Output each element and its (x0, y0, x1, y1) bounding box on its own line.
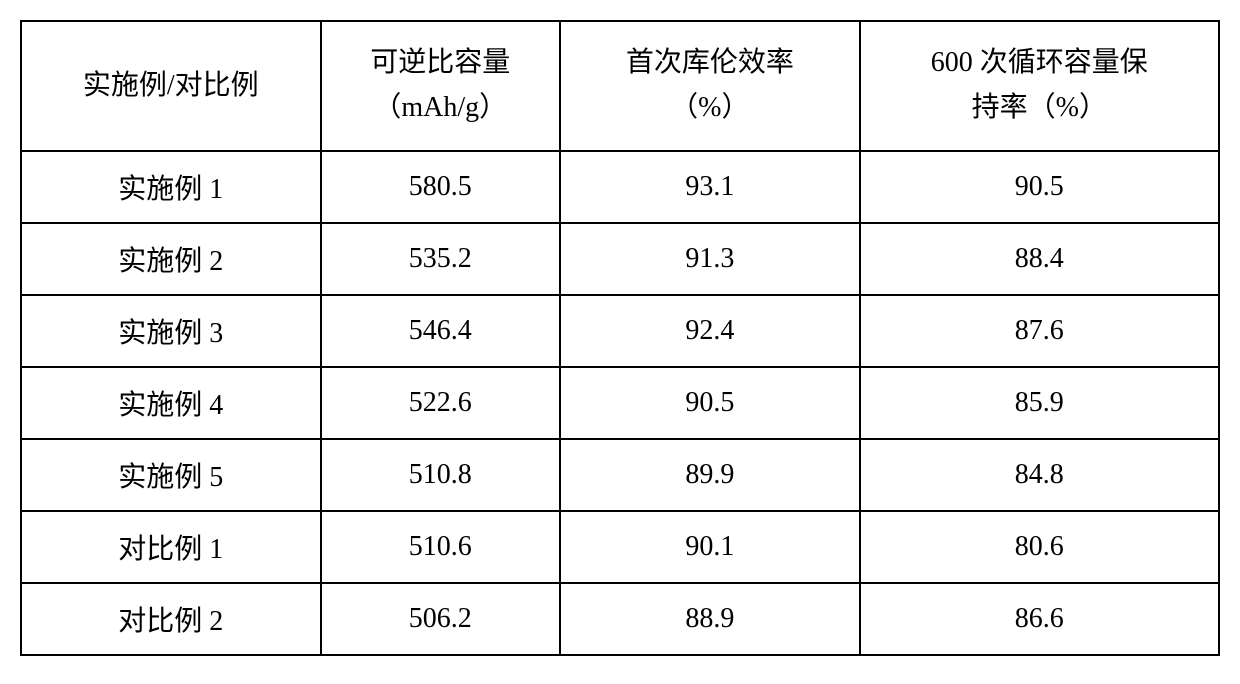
cell-capacity-value: 535.2 (321, 223, 561, 295)
table-body: 实施例 1 580.5 93.1 90.5 实施例 2 535.2 91.3 8… (21, 151, 1219, 655)
cell-capacity-value: 546.4 (321, 295, 561, 367)
header-row: 实施例/对比例 可逆比容量（mAh/g） 首次库伦效率（%） 600 次循环容量… (21, 21, 1219, 151)
cell-example-label: 实施例 4 (21, 367, 321, 439)
cell-capacity-value: 522.6 (321, 367, 561, 439)
cell-example-label: 实施例 1 (21, 151, 321, 223)
cell-retention-value: 87.6 (860, 295, 1219, 367)
cell-efficiency-value: 92.4 (560, 295, 860, 367)
cell-efficiency-value: 90.1 (560, 511, 860, 583)
header-cell-capacity: 可逆比容量（mAh/g） (321, 21, 561, 151)
cell-example-label: 对比例 1 (21, 511, 321, 583)
cell-efficiency-value: 89.9 (560, 439, 860, 511)
cell-capacity-value: 580.5 (321, 151, 561, 223)
cell-retention-value: 84.8 (860, 439, 1219, 511)
cell-efficiency-value: 90.5 (560, 367, 860, 439)
cell-example-label: 实施例 2 (21, 223, 321, 295)
data-table: 实施例/对比例 可逆比容量（mAh/g） 首次库伦效率（%） 600 次循环容量… (20, 20, 1220, 656)
cell-retention-value: 88.4 (860, 223, 1219, 295)
header-cell-efficiency: 首次库伦效率（%） (560, 21, 860, 151)
cell-efficiency-value: 91.3 (560, 223, 860, 295)
cell-retention-value: 86.6 (860, 583, 1219, 655)
cell-capacity-value: 510.6 (321, 511, 561, 583)
cell-efficiency-value: 93.1 (560, 151, 860, 223)
table-container: 实施例/对比例 可逆比容量（mAh/g） 首次库伦效率（%） 600 次循环容量… (20, 20, 1220, 656)
cell-retention-value: 85.9 (860, 367, 1219, 439)
table-row: 实施例 2 535.2 91.3 88.4 (21, 223, 1219, 295)
cell-example-label: 对比例 2 (21, 583, 321, 655)
table-row: 实施例 5 510.8 89.9 84.8 (21, 439, 1219, 511)
cell-efficiency-value: 88.9 (560, 583, 860, 655)
cell-retention-value: 90.5 (860, 151, 1219, 223)
table-row: 对比例 2 506.2 88.9 86.6 (21, 583, 1219, 655)
header-cell-retention: 600 次循环容量保持率（%） (860, 21, 1219, 151)
cell-retention-value: 80.6 (860, 511, 1219, 583)
table-header: 实施例/对比例 可逆比容量（mAh/g） 首次库伦效率（%） 600 次循环容量… (21, 21, 1219, 151)
table-row: 实施例 3 546.4 92.4 87.6 (21, 295, 1219, 367)
header-cell-example: 实施例/对比例 (21, 21, 321, 151)
table-row: 实施例 1 580.5 93.1 90.5 (21, 151, 1219, 223)
table-row: 实施例 4 522.6 90.5 85.9 (21, 367, 1219, 439)
cell-capacity-value: 506.2 (321, 583, 561, 655)
cell-example-label: 实施例 5 (21, 439, 321, 511)
cell-example-label: 实施例 3 (21, 295, 321, 367)
cell-capacity-value: 510.8 (321, 439, 561, 511)
table-row: 对比例 1 510.6 90.1 80.6 (21, 511, 1219, 583)
